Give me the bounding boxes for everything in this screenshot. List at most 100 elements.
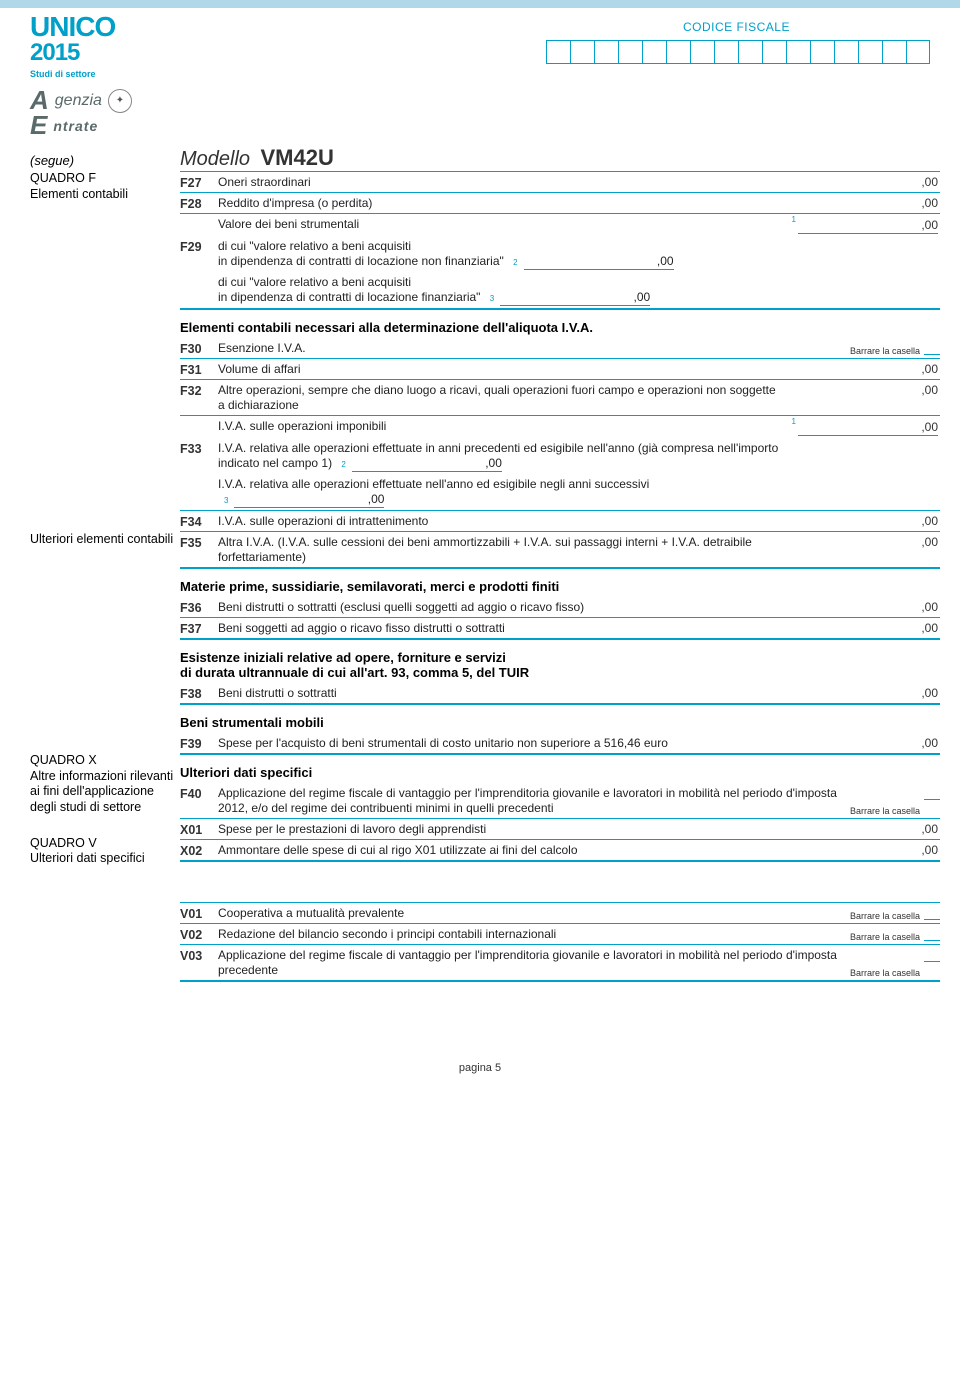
row-f36: F36 Beni distrutti o sottratti (esclusi … (180, 597, 940, 618)
row-f33-b: F33 I.V.A. relativa alle operazioni effe… (180, 438, 940, 474)
desc-v01: Cooperativa a mutualità prevalente (218, 906, 844, 921)
value-f33-c[interactable]: ,00 (234, 492, 384, 508)
cf-boxes[interactable] (180, 40, 930, 64)
value-f32[interactable]: ,00 (790, 383, 940, 397)
value-f29-a[interactable]: 1,00 (790, 217, 940, 234)
desc-f35: Altra I.V.A. (I.V.A. sulle cessioni dei … (218, 535, 790, 565)
value-f35[interactable]: ,00 (790, 535, 940, 549)
value-f33-a[interactable]: 1,00 (790, 419, 940, 436)
sidebar: QUADRO F Elementi contabili Ulteriori el… (20, 171, 180, 982)
page: UNICO 2015 Studi di settore A genzia ✦ E… (0, 0, 960, 1114)
code-f27: F27 (180, 175, 218, 190)
value-f37[interactable]: ,00 (790, 621, 940, 635)
barrare-f30: Barrare la casella (844, 346, 920, 356)
codice-fiscale-block: CODICE FISCALE (180, 14, 940, 64)
modello-code: VM42U (261, 145, 334, 170)
desc-f33-c: I.V.A. relativa alle operazioni effettua… (218, 477, 790, 508)
code-f37: F37 (180, 621, 218, 636)
desc-v02: Redazione del bilancio secondo i princip… (218, 927, 844, 942)
code-f33: F33 (180, 441, 218, 456)
code-v01: V01 (180, 906, 218, 921)
ulteriori-label: Ulteriori elementi contabili (30, 532, 174, 548)
row-f29-c: di cui "valore relativo a beni acquisiti… (180, 272, 940, 310)
row-v03: V03 Applicazione del regime fiscale di v… (180, 945, 940, 982)
code-f32: F32 (180, 383, 218, 398)
desc-x01: Spese per le prestazioni di lavoro degli… (218, 822, 790, 837)
modello-row: (segue) Modello VM42U (20, 145, 940, 171)
row-f30: F30 Esenzione I.V.A. Barrare la casella (180, 338, 940, 359)
agency-top: genzia (55, 92, 102, 110)
segue-label: (segue) (30, 153, 74, 168)
code-v03: V03 (180, 948, 218, 963)
section-materie-header: Materie prime, sussidiarie, semilavorati… (180, 569, 940, 597)
row-f27: F27 Oneri straordinari ,00 (180, 171, 940, 193)
row-f35: F35 Altra I.V.A. (I.V.A. sulle cessioni … (180, 532, 940, 569)
checkbox-v01[interactable] (924, 906, 940, 920)
row-x01: X01 Spese per le prestazioni di lavoro d… (180, 819, 940, 840)
code-f34: F34 (180, 514, 218, 529)
value-f31[interactable]: ,00 (790, 362, 940, 376)
code-x02: X02 (180, 843, 218, 858)
brand-subtitle: Studi di settore (30, 69, 180, 79)
checkbox-v03[interactable] (924, 948, 940, 962)
form-body: F27 Oneri straordinari ,00 F28 Reddito d… (180, 171, 940, 982)
value-f36[interactable]: ,00 (790, 600, 940, 614)
desc-f38: Beni distrutti o sottratti (218, 686, 790, 701)
desc-x02: Ammontare delle spese di cui al rigo X01… (218, 843, 790, 858)
row-f38: F38 Beni distrutti o sottratti ,00 (180, 683, 940, 705)
row-f32: F32 Altre operazioni, sempre che diano l… (180, 380, 940, 416)
row-f28: F28 Reddito d'impresa (o perdita) ,00 (180, 193, 940, 214)
desc-f36: Beni distrutti o sottratti (esclusi quel… (218, 600, 790, 615)
value-f29-c[interactable]: ,00 (500, 290, 650, 306)
quadro-v-sub: Ulteriori dati specifici (30, 851, 174, 867)
quadro-x-title: QUADRO X (30, 753, 174, 769)
value-f28[interactable]: ,00 (790, 196, 940, 210)
content: QUADRO F Elementi contabili Ulteriori el… (20, 171, 940, 982)
code-f28: F28 (180, 196, 218, 211)
code-f39: F39 (180, 736, 218, 751)
code-f29: F29 (180, 239, 218, 254)
checkbox-v02[interactable] (924, 927, 940, 941)
row-x02: X02 Ammontare delle spese di cui al rigo… (180, 840, 940, 862)
agency-bottom: ntrate (53, 118, 98, 134)
quadro-v-title: QUADRO V (30, 836, 174, 852)
quadro-x-sub: Altre informazioni rilevanti ai fini del… (30, 769, 174, 816)
republic-emblem-icon: ✦ (108, 89, 132, 113)
value-x02[interactable]: ,00 (790, 843, 940, 857)
header: UNICO 2015 Studi di settore A genzia ✦ E… (20, 8, 940, 141)
brand-title: UNICO (30, 14, 180, 39)
value-f38[interactable]: ,00 (790, 686, 940, 700)
value-x01[interactable]: ,00 (790, 822, 940, 836)
row-f33-c: I.V.A. relativa alle operazioni effettua… (180, 474, 940, 511)
checkbox-f40[interactable] (924, 786, 940, 800)
barrare-v03: Barrare la casella (844, 968, 920, 978)
quadro-f-sub: Elementi contabili (30, 187, 174, 203)
code-f31: F31 (180, 362, 218, 377)
desc-f30: Esenzione I.V.A. (218, 341, 844, 356)
desc-f29-c: di cui "valore relativo a beni acquisiti… (218, 275, 790, 306)
value-f27[interactable]: ,00 (790, 175, 940, 189)
desc-f29-a: Valore dei beni strumentali (218, 217, 790, 232)
value-f33-b[interactable]: ,00 (352, 456, 502, 472)
modello-label: Modello (180, 148, 250, 170)
row-f39: F39 Spese per l'acquisto di beni strumen… (180, 733, 940, 755)
barrare-f40: Barrare la casella (844, 806, 920, 816)
section-beni-header: Beni strumentali mobili (180, 705, 940, 733)
desc-f27: Oneri straordinari (218, 175, 790, 190)
value-f29-b[interactable]: ,00 (524, 254, 674, 270)
checkbox-f30[interactable] (924, 341, 940, 355)
desc-f39: Spese per l'acquisto di beni strumentali… (218, 736, 790, 751)
row-f33-a: I.V.A. sulle operazioni imponibili 1,00 (180, 416, 940, 438)
row-f40: F40 Applicazione del regime fiscale di v… (180, 783, 940, 819)
value-f39[interactable]: ,00 (790, 736, 940, 750)
row-f31: F31 Volume di affari ,00 (180, 359, 940, 380)
value-f34[interactable]: ,00 (790, 514, 940, 528)
logo-block: UNICO 2015 Studi di settore A genzia ✦ E… (20, 14, 180, 141)
desc-f31: Volume di affari (218, 362, 790, 377)
desc-f40: Applicazione del regime fiscale di vanta… (218, 786, 844, 816)
section-iva-header: Elementi contabili necessari alla determ… (180, 310, 940, 338)
brand-year: 2015 (30, 39, 180, 67)
row-v01: V01 Cooperativa a mutualità prevalente B… (180, 902, 940, 924)
desc-f32: Altre operazioni, sempre che diano luogo… (218, 383, 790, 413)
quadro-f-title: QUADRO F (30, 171, 174, 187)
